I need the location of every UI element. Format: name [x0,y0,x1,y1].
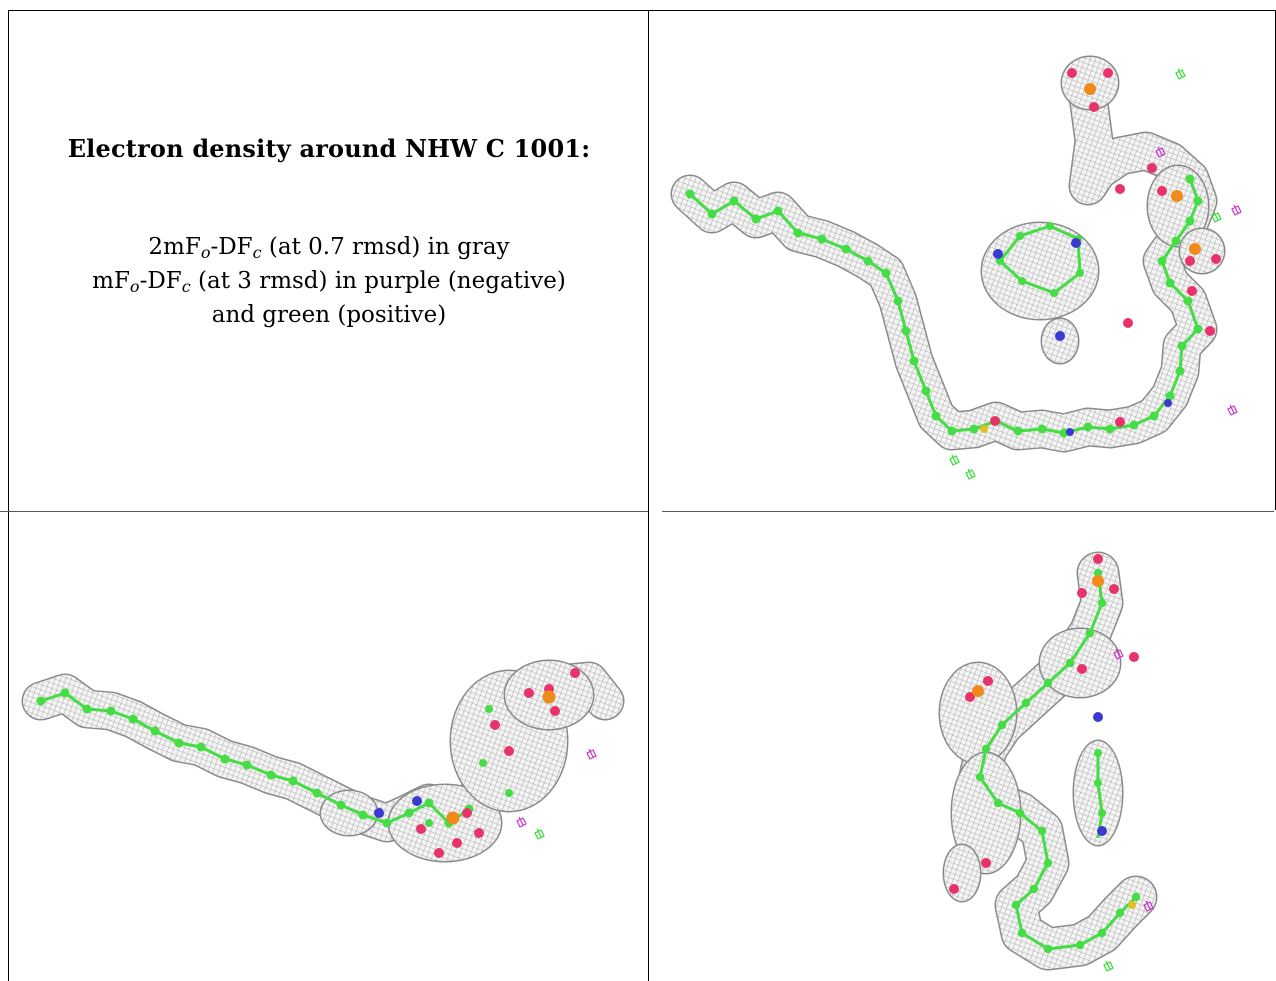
table-divider-horizontal-right [662,511,1274,512]
legend-line-colors: and green (positive) [211,302,447,328]
electron-density-view-3-icon [938,551,1158,972]
table-divider-horizontal-left [0,511,648,512]
caption-cell: Electron density around NHW C 1001: 2mFo… [10,12,648,510]
view-top-right [650,11,1275,510]
legend-line-2fo-fc: 2mFo-DFc (at 0.7 rmsd) in gray [148,234,510,262]
view-bottom-left [9,513,648,981]
electron-density-view-2-icon [21,659,625,863]
map-legend: 2mFo-DFc (at 0.7 rmsd) in gray mFo-DFc (… [92,230,566,332]
legend-line-fo-fc: mFo-DFc (at 3 rmsd) in purple (negative) [92,268,566,296]
table-divider-vertical [648,10,649,981]
table-border-top [8,10,1276,11]
figure-title: Electron density around NHW C 1001: [67,134,591,163]
view-bottom-right [650,513,1276,981]
electron-density-view-1-icon [670,55,1242,480]
table-border-left [8,10,9,981]
